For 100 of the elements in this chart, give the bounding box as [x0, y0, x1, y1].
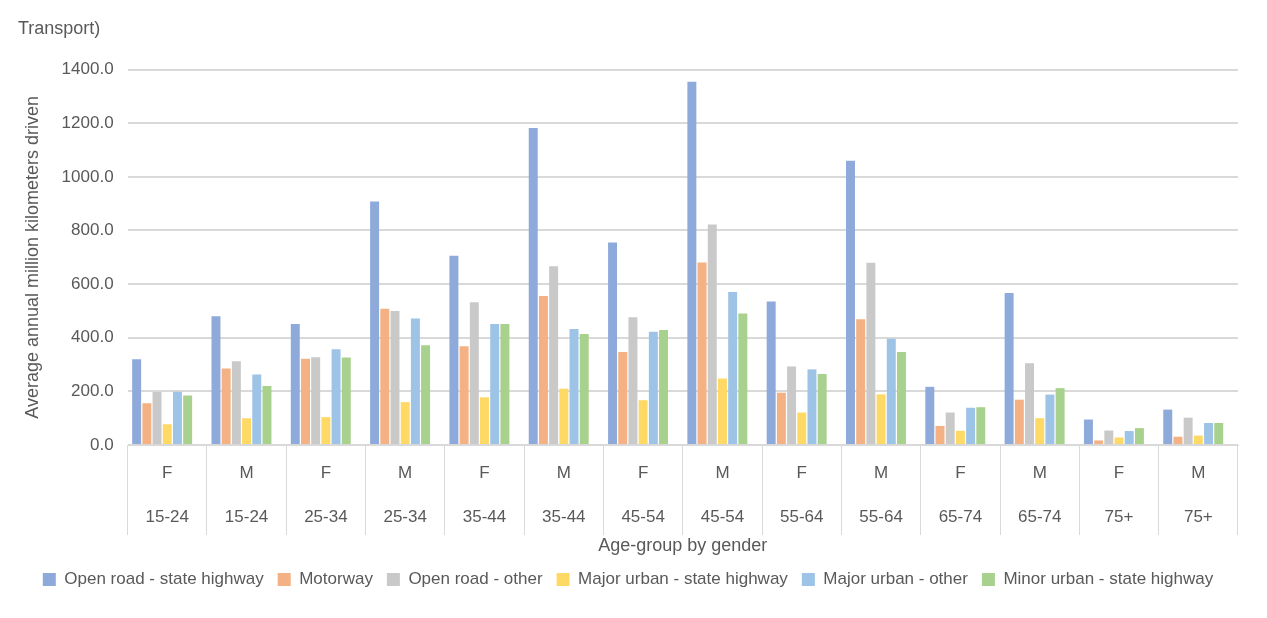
bar [955, 430, 965, 444]
bar [421, 345, 431, 444]
bar [579, 333, 589, 444]
bar [1163, 409, 1173, 444]
bar [142, 403, 152, 444]
bar [331, 349, 341, 444]
y-tick-label: 800.0 [71, 220, 114, 240]
legend-label: Open road - state highway [64, 569, 265, 589]
category-label: F 15-24 [145, 462, 189, 526]
bar [1183, 417, 1193, 444]
bar [231, 361, 241, 444]
bar [242, 418, 252, 444]
category-label: F 55-64 [780, 462, 824, 526]
category-label: F 35-44 [462, 462, 507, 526]
bar [817, 373, 827, 444]
bar [1193, 435, 1203, 444]
bar [1035, 418, 1045, 444]
bar [807, 369, 817, 444]
bar [132, 359, 142, 444]
bar [370, 201, 380, 444]
bar [638, 400, 648, 444]
bar [380, 308, 390, 444]
bar [469, 302, 479, 444]
bar [1045, 394, 1055, 444]
bar [876, 394, 886, 444]
bar [787, 366, 797, 444]
bar [618, 351, 628, 444]
bar [162, 424, 172, 444]
category-label: M 55-64 [859, 462, 903, 526]
bar [449, 255, 459, 444]
bar [311, 357, 321, 444]
bar [728, 291, 738, 444]
category-label: M 65-74 [1017, 462, 1062, 526]
bar [172, 391, 182, 444]
bar [1004, 292, 1014, 444]
bar [1083, 419, 1093, 444]
bar [886, 338, 896, 444]
bar [528, 128, 538, 444]
y-tick-label: 1000.0 [61, 166, 114, 186]
bar [1114, 437, 1124, 444]
bar [549, 266, 559, 444]
bar [608, 242, 618, 444]
bar [945, 412, 955, 444]
category-label: F 75+ [1104, 462, 1134, 526]
bar [659, 329, 669, 444]
bar [648, 331, 658, 444]
bar [856, 319, 866, 444]
bar [1134, 428, 1144, 444]
category-label: M 25-34 [383, 462, 427, 526]
bar [925, 386, 935, 444]
category-label: F 45-54 [621, 462, 665, 526]
bar [569, 328, 579, 444]
bar [1025, 363, 1034, 444]
bar [500, 324, 510, 444]
category-label: M 45-54 [700, 462, 745, 526]
bar [1214, 423, 1224, 444]
bar [766, 301, 776, 444]
bar [1104, 430, 1114, 444]
bar [301, 358, 310, 444]
bar [1204, 423, 1214, 444]
y-tick-label: 1200.0 [61, 112, 114, 132]
bar [797, 412, 807, 444]
bar [1124, 431, 1134, 444]
bar [966, 407, 976, 444]
y-tick-label: 200.0 [71, 381, 114, 401]
bar [221, 368, 231, 444]
y-tick-label: 400.0 [71, 327, 114, 347]
bar [262, 386, 272, 444]
legend-label: Open road - other [408, 569, 543, 589]
bar [717, 378, 727, 444]
category-label: F 25-34 [304, 462, 348, 526]
bar [459, 346, 469, 444]
bar [1173, 436, 1183, 444]
bar [1055, 388, 1065, 444]
bar [1094, 440, 1104, 444]
legend-label: Motorway [299, 569, 374, 589]
bar [707, 224, 717, 444]
y-tick-label: 0.0 [89, 434, 114, 454]
bar [490, 324, 500, 444]
category-label: M 15-24 [224, 462, 269, 526]
legend-label: Major urban - state highway [578, 569, 789, 589]
category-label: M 35-44 [542, 462, 586, 526]
bar [400, 402, 410, 444]
legend-label: Minor urban - state highway [1003, 569, 1214, 589]
y-tick-label: 600.0 [71, 273, 114, 293]
y-tick-label: 1400.0 [61, 59, 114, 79]
legend-label: Major urban - other [823, 569, 969, 589]
bar [1014, 399, 1024, 444]
bar [410, 318, 420, 444]
category-label: F 65-74 [938, 462, 983, 526]
bar [628, 317, 638, 444]
y-axis-title: Average annual million kilometers driven [21, 95, 42, 419]
category-label: M 75+ [1183, 462, 1213, 526]
bar [480, 397, 489, 444]
bar [687, 81, 697, 444]
bar [341, 357, 351, 444]
chart-title: Transport) [18, 17, 101, 38]
bar [211, 316, 221, 444]
bar [183, 395, 193, 444]
bar [321, 417, 331, 444]
